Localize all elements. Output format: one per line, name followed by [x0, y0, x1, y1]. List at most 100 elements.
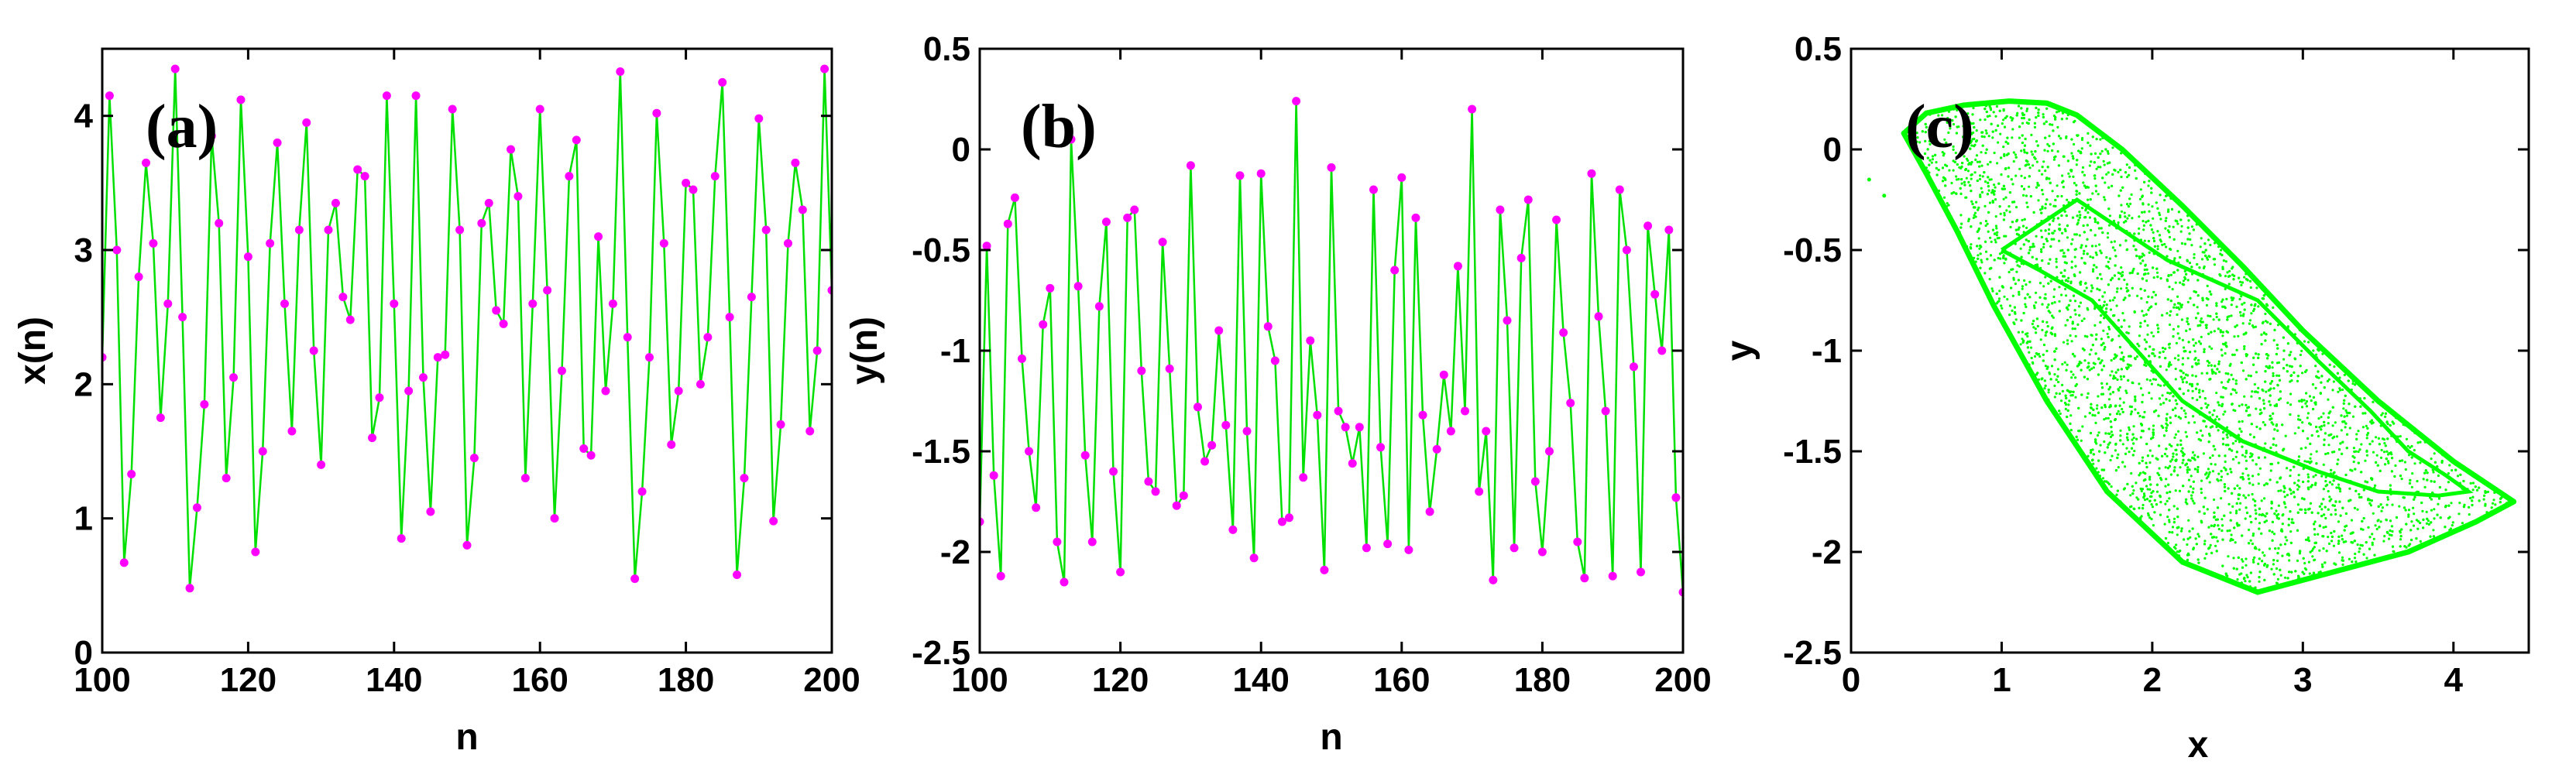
panel-c-attractor-point	[2107, 171, 2110, 174]
panel-c-attractor-point	[2126, 433, 2129, 436]
panel-c-attractor-point	[2093, 177, 2097, 180]
panel-c-attractor-point	[2320, 502, 2324, 505]
panel-c-attractor-point	[2458, 512, 2461, 516]
panel-c-attractor-point	[2141, 277, 2145, 280]
panel-c-attractor-point	[2309, 457, 2312, 460]
panel-c-attractor-point	[2323, 420, 2326, 423]
panel-c-attractor-point	[2199, 245, 2202, 248]
panel-c-attractor-point	[2174, 414, 2177, 417]
panel-c-attractor-point	[2426, 478, 2429, 481]
panel-c-attractor-point	[2152, 239, 2156, 242]
panel-c-attractor-point	[2050, 238, 2053, 241]
panel-b-data-point	[1418, 410, 1427, 420]
panel-c-attractor-point	[2211, 454, 2214, 457]
panel-c-attractor-point	[2282, 501, 2286, 504]
panel-c-attractor-point	[2224, 275, 2227, 278]
panel-c-attractor-point	[2032, 304, 2036, 307]
panel-c-attractor-point	[2313, 558, 2317, 561]
panel-a-data-point	[258, 447, 267, 456]
panel-c-attractor-point	[2297, 414, 2300, 417]
panel-c-attractor-point	[1977, 254, 1980, 257]
panel-c-attractor-point	[1994, 238, 1997, 242]
panel-c-attractor-point	[2290, 571, 2293, 574]
panel-c-attractor-point	[2145, 485, 2148, 488]
panel-c-attractor-point	[2111, 339, 2114, 342]
panel-c-attractor-point	[2185, 381, 2188, 384]
panel-c-attractor-point	[2192, 480, 2195, 483]
panel-c-attractor-point	[2209, 543, 2212, 547]
panel-a-data-point	[477, 218, 486, 228]
panel-c-attractor-point	[2255, 352, 2258, 355]
panel-c-attractor-point	[2001, 122, 2004, 125]
panel-c-attractor-point	[2170, 444, 2173, 447]
panel-c-attractor-point	[2272, 339, 2275, 342]
panel-c-attractor-point	[2217, 418, 2221, 421]
panel-c-attractor-point	[2151, 454, 2154, 457]
panel-c-attractor-point	[2045, 107, 2049, 110]
panel-c-attractor-point	[2229, 468, 2232, 471]
panel-c-attractor-point	[2165, 398, 2168, 401]
panel-c-attractor-point	[2224, 444, 2227, 447]
panel-c-attractor-point	[2035, 235, 2038, 238]
panel-c-attractor-point	[2238, 427, 2241, 430]
panel-c-attractor-point	[2153, 410, 2156, 413]
panel-c-attractor-point	[2062, 155, 2065, 158]
panel-c-attractor-point	[2117, 368, 2120, 372]
panel-c-attractor-point	[2079, 283, 2082, 286]
panel-a-x-tick-label: 180	[658, 661, 714, 699]
panel-a-data-point	[535, 105, 544, 114]
panel-c-attractor-point	[2297, 474, 2300, 477]
panel-c-attractor-point	[2322, 535, 2325, 538]
panel-a-data-point	[418, 373, 428, 382]
panel-c-attractor-point	[2279, 390, 2282, 393]
panel-c-attractor-point	[2200, 479, 2203, 482]
panel-b-data-point	[1362, 543, 1371, 553]
panel-a-data-point	[331, 198, 340, 207]
panel-b-data-point	[1369, 185, 1378, 194]
panel-c-attractor-point	[2013, 306, 2016, 309]
panel-c-attractor-point	[2471, 481, 2475, 485]
panel-c-attractor-point	[2411, 472, 2414, 475]
panel-c-attractor-point	[2091, 192, 2094, 195]
panel-c-attractor-point	[2214, 365, 2217, 368]
panel-c-attractor-point	[2220, 470, 2223, 473]
panel-c-attractor-point	[2260, 411, 2263, 414]
panel-c-attractor-point	[2296, 503, 2300, 506]
panel-c-attractor-point	[2177, 354, 2180, 357]
panel-a-data-point	[397, 534, 406, 543]
panel-b-y-tick-label: 0.5	[923, 30, 970, 68]
panel-b-data-point	[1601, 406, 1610, 416]
panel-c-attractor-point	[2071, 394, 2074, 397]
panel-c-attractor-point	[2066, 117, 2069, 120]
panel-c-attractor-point	[2073, 248, 2076, 252]
panel-c-attractor-point	[2189, 536, 2192, 539]
panel-c-attractor-point	[2017, 331, 2020, 334]
panel-c-attractor-point	[2043, 379, 2046, 382]
panel-c-attractor-point	[2099, 444, 2102, 447]
panel-c-attractor-point	[2190, 365, 2194, 368]
panel-c-attractor-point	[2313, 523, 2316, 526]
panel-c-attractor-point	[2330, 540, 2334, 543]
panel-c-attractor-point	[2076, 214, 2079, 218]
panel-c-attractor-point	[2406, 444, 2409, 447]
panel-c-attractor-point	[2192, 487, 2195, 490]
panel-c-attractor-point	[2238, 404, 2241, 407]
panel-c-attractor-point	[2159, 277, 2162, 280]
panel-c-attractor-point	[2289, 413, 2292, 416]
panel-c-attractor-point	[2045, 176, 2049, 180]
panel-c-attractor-point	[2297, 426, 2300, 430]
panel-c-attractor-point	[1916, 136, 1919, 139]
panel-c-attractor-point	[2147, 272, 2150, 275]
panel-a-axes-frame	[101, 47, 833, 654]
panel-c-attractor-point	[2471, 503, 2474, 507]
panel-c-attractor-point	[2128, 451, 2131, 454]
panel-c-attractor-point	[2148, 391, 2151, 395]
panel-c-attractor-point	[2011, 183, 2014, 186]
panel-c-attractor-point	[2220, 396, 2223, 399]
panel-c-attractor-point	[2030, 133, 2033, 136]
panel-c-attractor-point	[2169, 363, 2172, 366]
panel-c-attractor-point	[1969, 246, 1972, 249]
panel-c-attractor-point	[2150, 397, 2153, 400]
panel-c-attractor-point	[2138, 257, 2142, 260]
panel-c-attractor-point	[2080, 256, 2083, 260]
